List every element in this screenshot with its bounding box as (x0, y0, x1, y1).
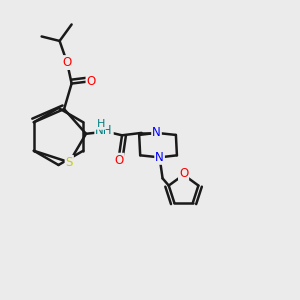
Text: O: O (179, 167, 188, 180)
Text: N: N (155, 151, 164, 164)
Text: S: S (66, 156, 73, 169)
Text: O: O (62, 56, 72, 69)
Text: N: N (152, 126, 161, 140)
Text: H: H (97, 119, 105, 129)
Text: NH: NH (95, 124, 113, 137)
Text: O: O (114, 154, 124, 167)
Text: O: O (86, 75, 96, 88)
